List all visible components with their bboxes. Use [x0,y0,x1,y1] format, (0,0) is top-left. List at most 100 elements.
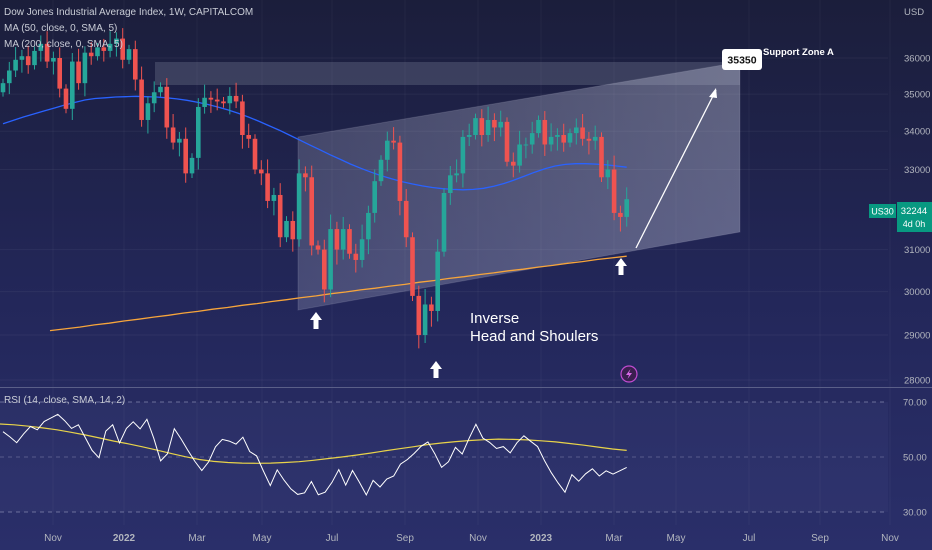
candle-body [529,133,535,145]
rsi-line [2,413,627,497]
candle-body [265,173,270,201]
candle-body [422,304,428,336]
candle-body [164,86,170,128]
candle-body [523,144,529,146]
candle-body [107,43,113,51]
candle-body [19,56,25,60]
candle-body [177,138,182,143]
candle-body [277,194,283,238]
candle-body [196,106,201,158]
candle-body [202,97,207,107]
candle-body [221,101,226,104]
candle-body [57,58,62,89]
price-tick: 34000 [904,127,930,138]
candle-body [385,140,390,160]
candle-body [511,161,516,166]
trend-channel[interactable] [297,61,741,311]
time-tick: 2022 [113,533,136,544]
currency-label: USD [904,7,924,18]
candle-body [359,239,365,260]
symbol-badge[interactable] [869,204,896,218]
time-tick: Nov [881,533,899,544]
pattern-label-line2: Head and Shoulers [470,328,598,345]
candle-body [290,220,296,240]
candle-body [485,119,491,136]
candle-body [158,86,163,93]
rsi-legend[interactable]: RSI (14, close, SMA, 14, 2) [4,395,126,406]
candle-body [605,169,611,178]
time-tick: May [253,533,272,544]
candle-body [429,304,434,311]
rsi-path [2,413,627,497]
lightning-icon[interactable] [620,365,638,383]
projection-arrowhead [709,88,717,98]
price-tick: 28000 [904,376,930,387]
candle-body [460,136,466,174]
candle-body [183,138,188,174]
time-tick: Sep [811,533,829,544]
ma200-legend[interactable]: MA (200, close, 0, SMA, 5) [4,39,123,50]
candle-body [303,173,308,178]
candle-body [88,52,94,57]
candle-body [353,253,359,260]
support-zone-rect[interactable] [155,62,740,85]
price-tick: 36000 [904,54,930,65]
candle-body [517,144,522,166]
rsi-ma-path [0,423,627,464]
candle-body [145,103,151,120]
price-axis[interactable]: 36000 35000 34000 33000 31000 30000 29000 28000 [904,54,930,387]
candle-body [70,61,75,109]
candle-body [435,251,440,311]
rsi-axis[interactable]: 70.00 50.00 30.00 [903,398,927,519]
rsi-band [0,402,888,512]
last-price-badge[interactable] [897,202,932,232]
candle-body [25,56,31,66]
candle-body [397,142,403,201]
time-tick: May [667,533,686,544]
candle-body [101,47,107,51]
candle-body [542,119,548,145]
time-tick: 2023 [530,533,553,544]
candle-body [328,229,333,290]
candle-body [536,119,541,134]
time-tick: Jul [326,533,339,544]
candle-body [567,133,573,143]
time-tick: Nov [44,533,62,544]
candle-body [133,49,138,80]
ma50-legend[interactable]: MA (50, close, 0, SMA, 5) [4,23,118,34]
candle-body [296,173,302,240]
price-tick: 31000 [904,245,930,256]
time-tick: Jul [743,533,756,544]
time-axis[interactable]: Nov 2022 Mar May Jul Sep Nov 2023 Mar May Jul Sep No… [44,533,899,544]
projection-arrow[interactable] [635,89,717,249]
candle-body [126,49,132,60]
candle-body [611,169,617,213]
candle-body [403,200,409,238]
candle-body [366,212,371,240]
candle-body [473,118,478,136]
candle-body [271,194,277,201]
target-label-box[interactable] [722,49,762,70]
candle-body [574,127,579,134]
candle-body [498,121,503,128]
candle-body [246,135,251,139]
candle-body [347,229,352,254]
ma50-path [2,95,627,191]
candle-body [95,47,100,57]
arrow-up-icon [310,312,322,329]
candle-body [561,135,566,143]
chart-title[interactable]: Dow Jones Industrial Average Index, 1W, … [4,7,254,18]
support-zone-label: Support Zone A [763,47,834,58]
target-label: 35350 [727,55,756,67]
candle-body [391,140,396,143]
candle-body [334,229,340,250]
ma50-line [2,95,627,191]
candle-body [624,199,629,217]
rsi-tick: 50.00 [903,453,927,464]
candle-body [0,83,6,93]
rsi-tick: 30.00 [903,508,927,519]
candle-body [259,169,264,174]
candle-body [240,101,245,136]
candle-body [120,38,125,60]
